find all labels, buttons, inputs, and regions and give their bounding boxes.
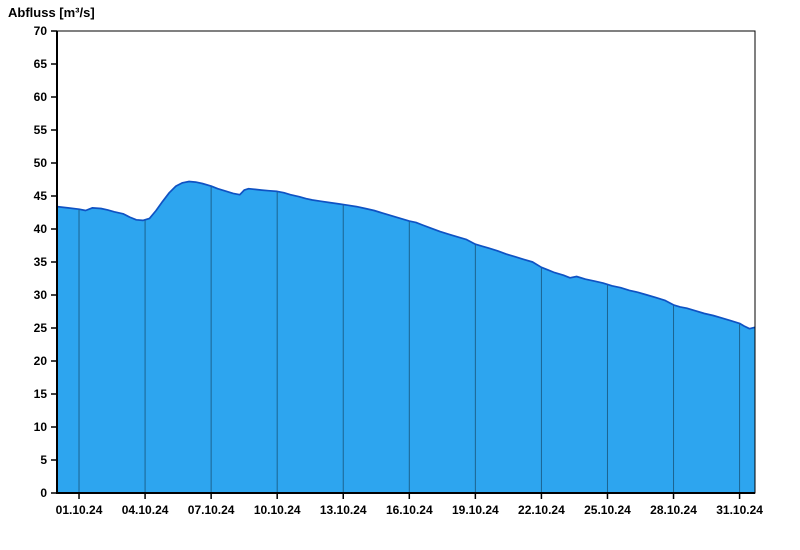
x-tick-label: 01.10.24	[56, 503, 103, 517]
y-tick-label: 60	[34, 90, 48, 104]
x-tick-label: 19.10.24	[452, 503, 499, 517]
x-tick-label: 22.10.24	[518, 503, 565, 517]
y-tick-label: 65	[34, 57, 48, 71]
y-tick-label: 25	[34, 321, 48, 335]
x-tick-label: 10.10.24	[254, 503, 301, 517]
y-tick-label: 70	[34, 24, 48, 38]
y-tick-label: 55	[34, 123, 48, 137]
y-tick-label: 10	[34, 420, 48, 434]
y-tick-label: 35	[34, 255, 48, 269]
chart-title: Abfluss [m³/s]	[8, 5, 95, 20]
y-tick-label: 40	[34, 222, 48, 236]
area-fill	[57, 181, 755, 493]
x-tick-label: 31.10.24	[716, 503, 763, 517]
y-tick-label: 15	[34, 387, 48, 401]
y-tick-label: 5	[40, 453, 47, 467]
y-tick-label: 20	[34, 354, 48, 368]
y-tick-label: 50	[34, 156, 48, 170]
y-tick-label: 45	[34, 189, 48, 203]
x-tick-label: 07.10.24	[188, 503, 235, 517]
y-tick-label: 30	[34, 288, 48, 302]
discharge-line	[56, 180, 756, 330]
x-tick-label: 16.10.24	[386, 503, 433, 517]
x-tick-label: 13.10.24	[320, 503, 367, 517]
x-tick-label: 28.10.24	[650, 503, 697, 517]
x-tick-label: 25.10.24	[584, 503, 631, 517]
y-tick-label: 0	[40, 486, 47, 500]
x-tick-label: 04.10.24	[122, 503, 169, 517]
